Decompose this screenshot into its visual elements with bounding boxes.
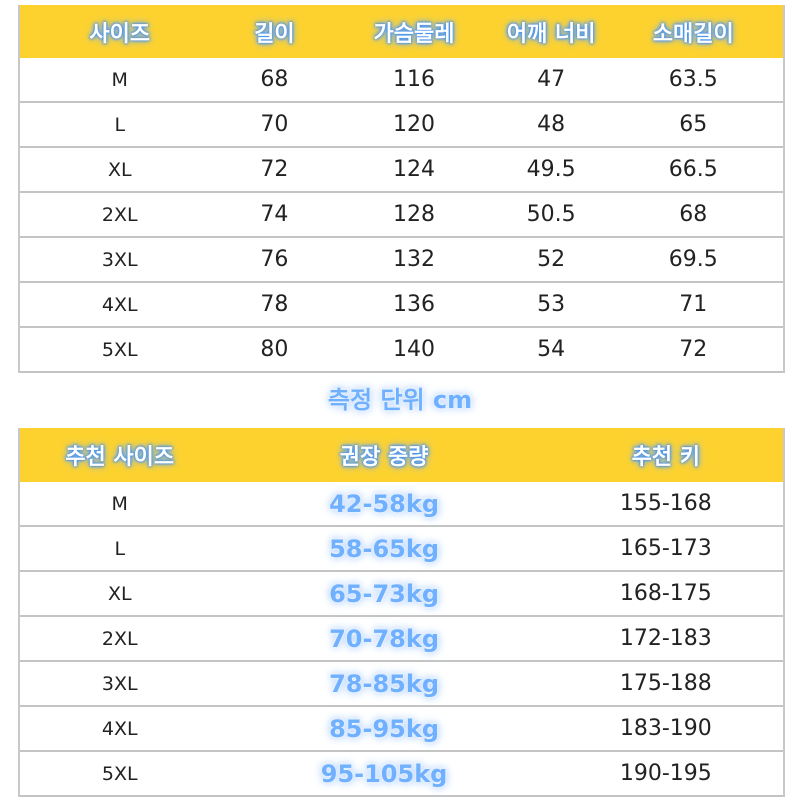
table-cell: 168-175 [619,581,712,606]
table-cell: XL [107,582,132,605]
table-cell: 5XL [101,338,138,361]
table-row: XL 72 124 49.5 66.5 [20,148,783,193]
header-shoulder: 어깨 너비 [506,21,596,47]
header-size: 사이즈 [89,21,151,47]
table-cell: 52 [537,247,566,272]
size-table-header: 사이즈 길이 가슴둘레 어깨 너비 소매길이 [20,5,783,58]
table-row: 2XL 70-78kg 172-183 [20,617,783,662]
table-cell: 54 [537,337,566,362]
table-row: L 70 120 48 65 [20,103,783,148]
table-cell: 49.5 [526,157,576,182]
table-cell: 155-168 [619,491,712,516]
table-cell: 76 [260,247,289,272]
table-row: 3XL 78-85kg 175-188 [20,662,783,707]
table-cell: 72 [679,337,708,362]
table-cell: 128 [392,202,435,227]
table-row: M 68 116 47 63.5 [20,58,783,103]
table-cell: M [111,68,128,91]
table-row: XL 65-73kg 168-175 [20,572,783,617]
table-cell: 4XL [101,293,138,316]
table-cell: 48 [537,112,566,137]
table-cell: 175-188 [619,671,712,696]
table-cell: M [111,492,128,515]
table-cell: 65 [679,112,708,137]
table-row: 2XL 74 128 50.5 68 [20,193,783,238]
header-recommended-size: 추천 사이즈 [65,445,175,470]
header-weight: 권장 중량 [339,445,429,470]
table-cell: 74 [260,202,289,227]
unit-caption: 측정 단위 cm [327,386,473,414]
table-cell: 183-190 [619,716,712,741]
table-cell: XL [107,158,132,181]
table-cell: 47 [537,67,566,92]
table-row: 5XL 80 140 54 72 [20,328,783,373]
table-cell: 2XL [101,627,138,650]
table-cell: 116 [392,67,435,92]
recommend-table-header: 추천 사이즈 권장 중량 추천 키 [20,428,783,482]
table-cell: 68 [679,202,708,227]
table-cell: 69.5 [668,247,718,272]
header-height: 추천 키 [631,445,701,470]
table-cell: 68 [260,67,289,92]
table-row: M 42-58kg 155-168 [20,482,783,527]
table-cell: 72 [260,157,289,182]
table-cell: 65-73kg [329,579,439,608]
table-cell: 165-173 [619,536,712,561]
table-cell: 5XL [101,762,138,785]
table-cell: 2XL [101,203,138,226]
table-cell: 132 [392,247,435,272]
table-row: 4XL 78 136 53 71 [20,283,783,328]
table-cell: 50.5 [526,202,576,227]
table-row: L 58-65kg 165-173 [20,527,783,572]
table-cell: 42-58kg [329,489,439,518]
table-cell: L [114,113,126,136]
table-cell: L [114,537,126,560]
table-cell: 71 [679,292,708,317]
table-cell: 78 [260,292,289,317]
table-cell: 95-105kg [320,759,448,788]
table-cell: 58-65kg [329,534,439,563]
size-table: 사이즈 길이 가슴둘레 어깨 너비 소매길이 M 68 116 47 63.5 L 70 12… [18,5,785,373]
table-cell: 136 [392,292,435,317]
recommend-table: 추천 사이즈 권장 중량 추천 키 M 42-58kg 155-168 L 58-65k… [18,428,785,797]
table-cell: 53 [537,292,566,317]
table-cell: 70-78kg [329,624,439,653]
table-cell: 70 [260,112,289,137]
table-row: 4XL 85-95kg 183-190 [20,707,783,752]
header-sleeve: 소매길이 [652,21,734,47]
table-cell: 190-195 [619,761,712,786]
table-cell: 124 [392,157,435,182]
table-cell: 172-183 [619,626,712,651]
table-cell: 3XL [101,248,138,271]
table-row: 5XL 95-105kg 190-195 [20,752,783,797]
table-cell: 140 [392,337,435,362]
table-cell: 78-85kg [329,669,439,698]
table-cell: 80 [260,337,289,362]
table-cell: 85-95kg [329,714,439,743]
table-cell: 63.5 [668,67,718,92]
table-cell: 120 [392,112,435,137]
table-row: 3XL 76 132 52 69.5 [20,238,783,283]
header-chest: 가슴둘레 [373,21,455,47]
table-cell: 3XL [101,672,138,695]
table-cell: 4XL [101,717,138,740]
table-cell: 66.5 [668,157,718,182]
header-length: 길이 [254,21,295,47]
